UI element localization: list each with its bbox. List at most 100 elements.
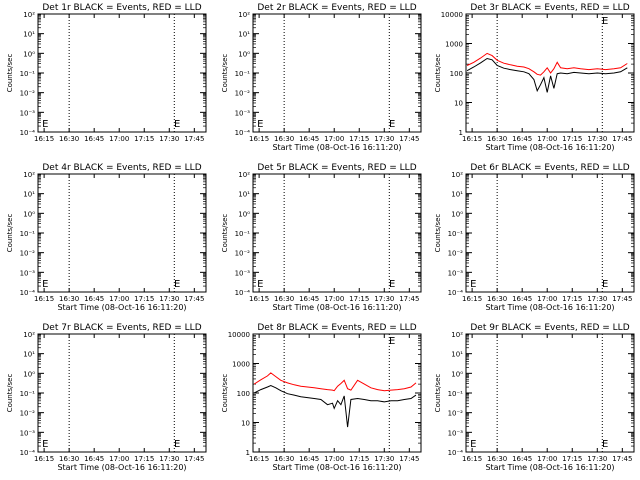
- x-tick-label: 17:45: [184, 135, 204, 143]
- y-tick-label: 10: [241, 420, 250, 428]
- x-axis-label: Start Time (08-Oct-16 16:11:20): [272, 303, 401, 312]
- lld-series-line: [253, 372, 417, 392]
- x-tick-label: 17:30: [159, 135, 179, 143]
- x-tick-label: 16:15: [462, 295, 482, 303]
- plot-frame: [37, 13, 207, 133]
- x-tick-label: 17:30: [374, 135, 394, 143]
- x-tick-label: 17:45: [399, 455, 419, 463]
- x-tick-label: 16:30: [274, 455, 294, 463]
- x-tick-label: 16:45: [512, 135, 532, 143]
- x-tick-label: 16:30: [59, 455, 79, 463]
- e-marker: E: [257, 119, 263, 130]
- y-axis-label: Counts/sec: [6, 54, 14, 93]
- detector-panel-4: Det 4r BLACK = Events, RED = LLD 16:15 16:…: [6, 163, 207, 312]
- y-axis-label: Counts/sec: [434, 214, 442, 253]
- e-marker: E: [470, 279, 476, 290]
- y-tick-label: 10¹: [451, 351, 463, 359]
- panel-title: Det 3r BLACK = Events, RED = LLD: [470, 3, 629, 13]
- lld-series-line: [466, 52, 628, 76]
- detector-panel-3: Det 3r BLACK = Events, RED = LLD 16:15 16:…: [434, 3, 635, 152]
- detector-panel-5: Det 5r BLACK = Events, RED = LLD 16:15 16:…: [221, 163, 422, 312]
- e-marker: E: [42, 119, 48, 130]
- x-tick-label: 16:30: [487, 455, 507, 463]
- x-axis-label: Start Time (08-Oct-16 16:11:20): [272, 463, 401, 472]
- plot-frame: [37, 333, 207, 453]
- x-tick-label: 17:15: [349, 455, 369, 463]
- x-tick-label: 16:15: [462, 135, 482, 143]
- y-tick-label: 10¹: [23, 191, 35, 199]
- x-tick-label: 16:30: [487, 135, 507, 143]
- y-tick-label: 10⁻³: [20, 269, 36, 277]
- panel-title: Det 5r BLACK = Events, RED = LLD: [257, 163, 416, 173]
- x-tick-label: 17:00: [537, 295, 557, 303]
- x-tick-label: 16:45: [299, 455, 319, 463]
- y-tick-label: 10⁻³: [235, 269, 251, 277]
- y-tick-label: 1000: [445, 41, 463, 49]
- y-tick-label: 10⁻⁴: [235, 289, 251, 297]
- y-tick-label: 10¹: [238, 31, 250, 39]
- y-tick-label: 10⁻¹: [20, 390, 36, 398]
- plot-frame: [465, 333, 635, 453]
- x-axis-label: Start Time (08-Oct-16 16:11:20): [485, 143, 614, 152]
- x-tick-label: 17:00: [537, 455, 557, 463]
- x-tick-label: 17:15: [134, 295, 154, 303]
- events-series-line: [466, 57, 628, 93]
- x-tick-label: 17:00: [109, 455, 129, 463]
- x-tick-label: 16:15: [249, 455, 269, 463]
- y-axis-label: Counts/sec: [221, 214, 229, 253]
- detector-panel-8: Det 8r BLACK = Events, RED = LLD 16:15 16:…: [221, 323, 422, 472]
- x-tick-label: 17:30: [587, 295, 607, 303]
- x-tick-label: 16:45: [84, 135, 104, 143]
- x-tick-label: 16:45: [512, 295, 532, 303]
- plot-frame: [465, 173, 635, 293]
- detector-panel-9: Det 9r BLACK = Events, RED = LLD 16:15 16:…: [434, 323, 635, 472]
- y-tick-label: 10⁻¹: [448, 390, 464, 398]
- events-series-line: [253, 384, 417, 428]
- x-tick-label: 16:45: [84, 455, 104, 463]
- x-axis-label: Start Time (08-Oct-16 16:11:20): [57, 303, 186, 312]
- y-tick-label: 10⁻⁴: [235, 129, 251, 137]
- y-tick-label: 10⁻²: [20, 410, 36, 418]
- y-tick-label: 10⁻²: [235, 250, 251, 258]
- x-axis-label: Start Time (08-Oct-16 16:11:20): [57, 463, 186, 472]
- x-tick-label: 17:00: [324, 295, 344, 303]
- y-tick-label: 10⁰: [238, 210, 250, 218]
- y-tick-label: 10⁻³: [235, 109, 251, 117]
- y-tick-label: 10⁻¹: [20, 230, 36, 238]
- x-tick-label: 17:30: [374, 455, 394, 463]
- x-tick-label: 17:45: [612, 135, 632, 143]
- x-tick-label: 16:45: [299, 295, 319, 303]
- x-tick-label: 17:45: [184, 295, 204, 303]
- x-axis-label: Start Time (08-Oct-16 16:11:20): [485, 303, 614, 312]
- y-tick-label: 10⁻²: [235, 90, 251, 98]
- x-tick-label: 17:15: [562, 295, 582, 303]
- plot-frame: [252, 173, 422, 293]
- y-tick-label: 10⁻⁴: [20, 449, 36, 457]
- detector-panel-2: Det 2r BLACK = Events, RED = LLD 16:15 16:…: [221, 3, 422, 152]
- x-tick-label: 17:00: [537, 135, 557, 143]
- y-tick-label: 10⁰: [23, 370, 35, 378]
- e-marker: E: [257, 279, 263, 290]
- y-axis-label: Counts/sec: [221, 374, 229, 413]
- x-tick-label: 17:30: [159, 295, 179, 303]
- y-tick-label: 1000: [232, 361, 250, 369]
- e-marker: E: [174, 279, 180, 290]
- x-tick-label: 17:15: [134, 135, 154, 143]
- e-marker: E: [602, 279, 608, 290]
- y-tick-label: 10⁰: [23, 210, 35, 218]
- x-tick-label: 16:45: [299, 135, 319, 143]
- y-tick-label: 10⁻²: [448, 410, 464, 418]
- y-tick-label: 10000: [228, 331, 250, 339]
- x-tick-label: 17:45: [399, 295, 419, 303]
- detector-panel-7: Det 7r BLACK = Events, RED = LLD 16:15 16:…: [6, 323, 207, 472]
- y-tick-label: 10⁻³: [448, 429, 464, 437]
- e-marker: E: [389, 119, 395, 130]
- panel-title: Det 9r BLACK = Events, RED = LLD: [470, 323, 629, 333]
- y-tick-label: 10⁰: [23, 50, 35, 58]
- y-tick-label: 1: [459, 129, 463, 137]
- y-tick-label: 10⁻³: [448, 269, 464, 277]
- x-tick-label: 17:30: [159, 455, 179, 463]
- y-tick-label: 10²: [451, 171, 463, 179]
- y-tick-label: 10⁻⁴: [20, 129, 36, 137]
